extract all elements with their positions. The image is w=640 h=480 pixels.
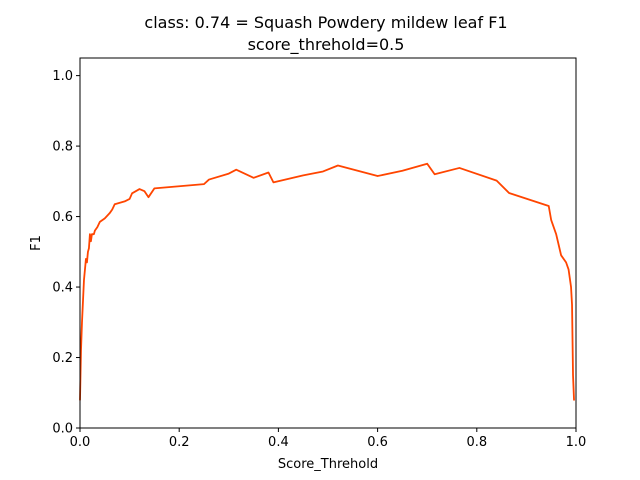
x-tick-label: 0.8 <box>466 435 487 450</box>
data-point <box>458 167 460 169</box>
y-tick-label: 0.6 <box>52 210 73 225</box>
data-point <box>377 175 379 177</box>
data-point <box>129 198 131 200</box>
data-point <box>111 209 113 211</box>
data-point <box>253 177 255 179</box>
data-point <box>550 219 552 221</box>
x-tick-label: 0.2 <box>169 435 190 450</box>
data-point <box>94 230 96 232</box>
chart-title-line-2: score_threhold=0.5 <box>248 35 405 55</box>
data-point <box>496 180 498 182</box>
data-point <box>573 399 575 401</box>
data-point <box>131 192 133 194</box>
y-axis-ticks: 0.0 0.2 0.4 0.6 0.8 1.0 <box>52 69 80 437</box>
data-point <box>88 247 90 249</box>
data-point <box>203 183 205 185</box>
y-tick-label: 0.4 <box>52 281 73 296</box>
data-point <box>302 174 304 176</box>
data-point <box>90 240 92 242</box>
data-point <box>143 190 145 192</box>
data-point <box>401 170 403 172</box>
x-tick-label: 1.0 <box>566 435 587 450</box>
data-point <box>89 233 91 235</box>
data-point <box>99 221 101 223</box>
data-point <box>571 304 573 306</box>
data-point <box>114 203 116 205</box>
data-point <box>86 261 88 263</box>
data-point <box>85 258 87 260</box>
data-point <box>548 205 550 207</box>
x-axis-ticks: 0.0 0.2 0.4 0.6 0.8 1.0 <box>70 428 587 450</box>
data-point <box>572 374 574 376</box>
data-point <box>104 217 106 219</box>
x-tick-label: 0.4 <box>268 435 289 450</box>
data-point <box>570 286 572 288</box>
x-tick-label: 0.0 <box>70 435 91 450</box>
data-point <box>357 170 359 172</box>
data-point <box>267 172 269 174</box>
data-point <box>426 163 428 165</box>
data-point <box>124 200 126 202</box>
data-point <box>565 261 567 263</box>
chart-title-line-1: class: 0.74 = Squash Powdery mildew leaf… <box>144 13 507 32</box>
data-point <box>555 233 557 235</box>
data-point <box>228 173 230 175</box>
data-point <box>208 179 210 181</box>
data-point <box>82 300 84 302</box>
y-axis-label: F1 <box>29 235 44 251</box>
data-point <box>322 170 324 172</box>
data-point <box>508 192 510 194</box>
data-point <box>568 268 570 270</box>
data-point <box>81 321 83 323</box>
data-point <box>153 187 155 189</box>
data-point <box>434 173 436 175</box>
y-tick-label: 0.2 <box>52 351 73 366</box>
data-point <box>139 188 141 190</box>
data-point <box>93 233 95 235</box>
y-tick-label: 1.0 <box>52 69 73 84</box>
x-axis-label: Score_Threhold <box>278 457 378 472</box>
data-point <box>83 279 85 281</box>
data-point <box>560 254 562 256</box>
data-point <box>84 268 86 270</box>
data-point <box>109 212 111 214</box>
data-point <box>337 164 339 166</box>
y-tick-label: 0.0 <box>52 422 73 437</box>
plot-area <box>79 57 577 429</box>
y-tick-label: 0.8 <box>52 140 73 155</box>
data-point <box>147 196 149 198</box>
data-point <box>272 181 274 183</box>
data-point <box>87 251 89 253</box>
x-tick-label: 0.6 <box>367 435 388 450</box>
data-point <box>558 244 560 246</box>
data-point <box>235 169 237 171</box>
data-point <box>96 226 98 228</box>
plot-frame <box>79 57 577 429</box>
f1-series-line <box>79 162 575 401</box>
plot-background <box>80 58 576 428</box>
